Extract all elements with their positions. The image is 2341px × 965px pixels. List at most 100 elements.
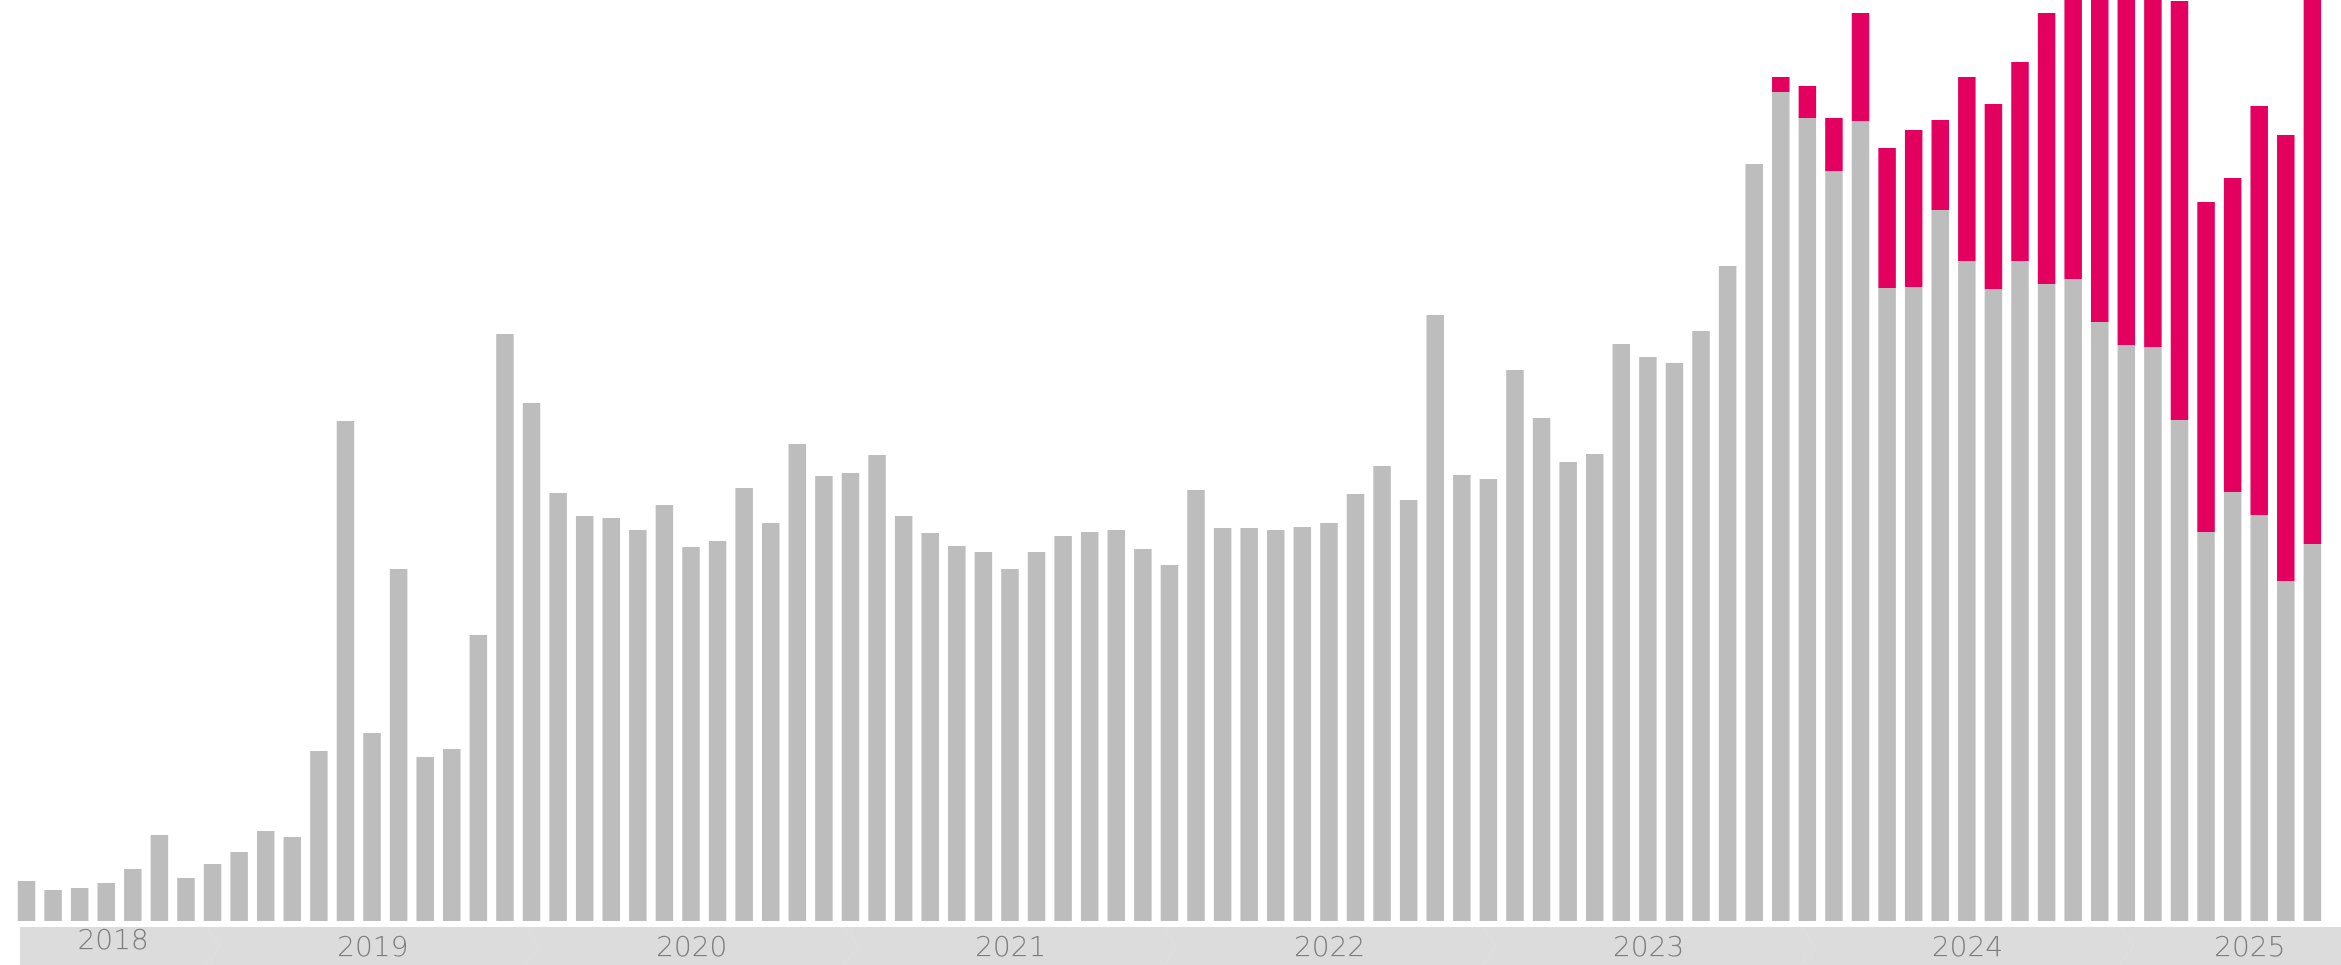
bar-base	[17, 881, 36, 921]
bars-group	[17, 0, 2322, 921]
year-chevron	[1163, 927, 1497, 965]
bar-base	[230, 852, 248, 921]
year-label: 2018	[77, 923, 148, 956]
bar-base	[310, 751, 328, 921]
bar-base	[2303, 544, 2322, 921]
bar-base	[1559, 462, 1577, 921]
year-chevron	[1801, 927, 2134, 965]
bar-base	[1692, 331, 1710, 921]
year-chevron	[206, 927, 540, 965]
bar-accent	[1931, 120, 1950, 210]
bar-base	[1054, 536, 1072, 921]
bar-base	[256, 831, 275, 921]
bar-base	[1213, 528, 1232, 921]
bar-base	[948, 546, 966, 921]
bar-base	[416, 757, 434, 921]
bar-base	[1240, 528, 1258, 921]
bar-base	[2223, 492, 2242, 921]
year-label: 2021	[975, 930, 1046, 963]
bar-accent	[2223, 178, 2242, 492]
bar-base	[150, 835, 169, 921]
bar-base	[2277, 581, 2295, 921]
bar-base	[2037, 284, 2056, 921]
bar-base	[1080, 532, 1099, 921]
bar-base	[1453, 475, 1471, 921]
bar-base	[522, 403, 541, 921]
bar-base	[1772, 92, 1790, 921]
bar-accent	[2011, 62, 2029, 261]
year-label: 2024	[1932, 930, 2003, 963]
year-chevron	[525, 927, 859, 965]
bar-accent	[1851, 13, 1870, 121]
bar-accent	[2090, 0, 2109, 322]
bar-base	[44, 890, 62, 921]
bar-base	[363, 733, 381, 921]
year-label: 2020	[656, 930, 727, 963]
bar-base	[1187, 490, 1205, 921]
bar-base	[1745, 164, 1763, 921]
bar-base	[496, 334, 514, 921]
bar-base	[1904, 287, 1923, 921]
bar-base	[1585, 454, 1604, 921]
bar-base	[1027, 552, 1046, 921]
year-label: 2023	[1613, 930, 1684, 963]
year-label: 2019	[337, 930, 408, 963]
bar-base	[97, 883, 115, 921]
bar-base	[469, 635, 488, 921]
bar-base	[1798, 118, 1817, 921]
year-chevron	[844, 927, 1178, 965]
bar-base	[203, 864, 222, 921]
bar-base	[735, 488, 753, 921]
bar-base	[2064, 279, 2082, 921]
bar-base	[815, 476, 833, 921]
bar-base	[1878, 288, 1896, 921]
bar-base	[2197, 532, 2215, 921]
bar-base	[974, 552, 993, 921]
year-label: 2022	[1294, 930, 1365, 963]
year-chevron	[2120, 927, 2341, 965]
bar-accent	[2037, 13, 2056, 284]
bar-base	[70, 888, 89, 921]
bar-accent	[2170, 1, 2189, 420]
bar-base	[1134, 549, 1152, 921]
bar-base	[1639, 357, 1657, 921]
year-chevron	[1482, 927, 1816, 965]
bar-base	[1107, 530, 1126, 921]
year-chevron	[20, 927, 221, 965]
bar-accent	[1984, 104, 2003, 289]
bar-accent	[1772, 77, 1790, 92]
bar-base	[2170, 420, 2189, 921]
bar-base	[124, 869, 142, 921]
bar-base	[575, 516, 594, 921]
bar-base	[1506, 370, 1524, 921]
bar-base	[921, 533, 939, 921]
bar-base	[1001, 569, 1019, 921]
bar-base	[336, 421, 355, 921]
bar-base	[2144, 347, 2162, 921]
bar-accent	[2303, 0, 2322, 544]
bar-base	[2090, 322, 2109, 921]
bar-base	[708, 541, 727, 921]
year-label: 2025	[2214, 930, 2285, 963]
bar-base	[894, 516, 913, 921]
bar-accent	[1878, 148, 1896, 288]
bar-base	[1346, 494, 1365, 921]
bar-accent	[2197, 202, 2215, 532]
bar-base	[602, 518, 621, 921]
bar-base	[389, 569, 408, 921]
bar-base	[1293, 527, 1312, 921]
bar-base	[841, 473, 860, 921]
year-timeline: 2018 2019 2020 2021 2022 2023 2024 2025	[20, 923, 2341, 965]
bar-base	[1718, 266, 1737, 921]
bar-base	[655, 505, 674, 921]
bar-base	[1399, 500, 1418, 921]
bar-base	[2250, 515, 2268, 921]
bar-base	[1426, 315, 1444, 921]
bar-base	[443, 749, 461, 921]
bar-base	[283, 837, 302, 921]
bar-accent	[2277, 135, 2295, 581]
bar-base	[177, 878, 195, 921]
bar-base	[1160, 565, 1179, 921]
